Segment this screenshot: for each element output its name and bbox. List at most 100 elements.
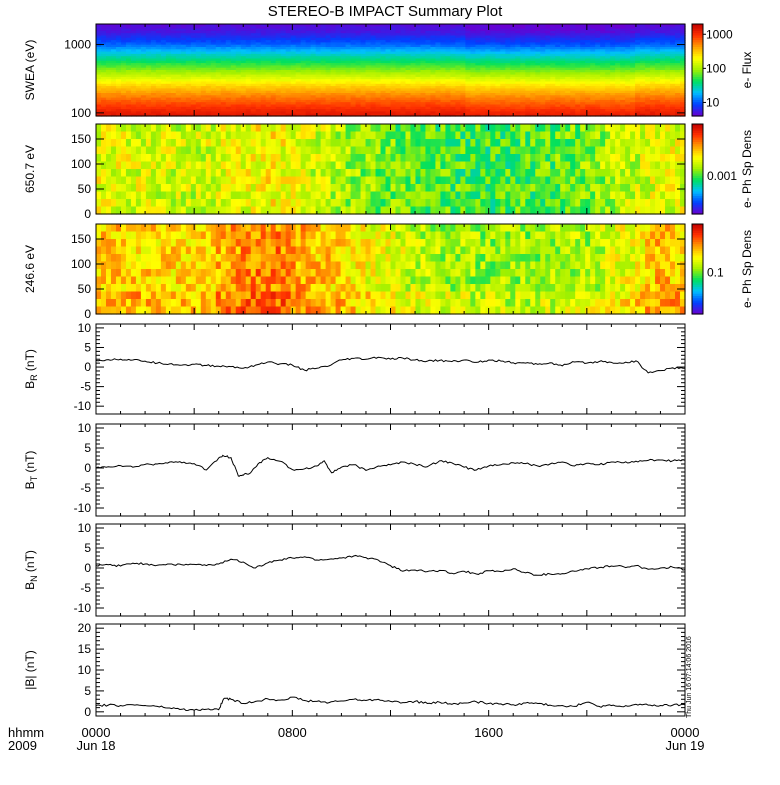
heatmap-1-cell — [665, 124, 671, 132]
colorbar-0-tick-label: 100 — [706, 61, 726, 75]
heatmap-1-cell — [111, 124, 117, 132]
heatmap-1-cell — [675, 124, 681, 132]
heatmap-1-cell — [241, 132, 247, 140]
heatmap-1-cell — [321, 132, 327, 140]
heatmap-1-cell — [146, 124, 152, 132]
heatmap-1-cell — [111, 132, 117, 140]
colorbar-0-label: e- Flux — [740, 52, 754, 89]
heatmap-1-cell — [96, 132, 102, 140]
heatmap-1-cell — [381, 124, 387, 132]
heatmap-1-cell — [171, 124, 177, 132]
heatmap-1-cell — [555, 124, 561, 132]
heatmap-1-cell — [191, 132, 197, 140]
heatmap-1-cell — [266, 132, 272, 140]
heatmap-1-cell — [276, 124, 282, 132]
heatmap-1-cell — [101, 132, 107, 140]
heatmap-1-cell — [221, 124, 227, 132]
heatmap-1-cell — [181, 132, 187, 140]
heatmap-1-cell — [495, 124, 501, 132]
heatmap-1-cell — [500, 124, 506, 132]
plot-title: STEREO-B IMPACT Summary Plot — [268, 3, 503, 20]
heatmap-1-cell — [615, 124, 621, 132]
heatmap-1-cell — [251, 132, 257, 140]
heatmap-1-cell — [645, 124, 651, 132]
heatmap-1-cell — [450, 124, 456, 132]
heatmap-1-cell — [440, 124, 446, 132]
heatmap-1-cell — [121, 132, 127, 140]
heatmap-1-cell — [286, 132, 292, 140]
heatmap-1-cell — [161, 124, 167, 132]
heatmap-1-cell — [156, 124, 162, 132]
heatmap-1-cell — [281, 132, 287, 140]
heatmap-1-cell — [281, 124, 287, 132]
heatmap-1-cell — [201, 132, 207, 140]
heatmap-1-cell — [575, 124, 581, 132]
heatmap-1-cell — [186, 132, 192, 140]
heatmap-1-cell — [670, 124, 676, 132]
heatmap-1-cell — [231, 124, 237, 132]
heatmap-1-cell — [306, 124, 312, 132]
heatmap-1-cell — [126, 124, 132, 132]
heatmap-1-cell — [131, 132, 137, 140]
heatmap-1-cell — [356, 124, 362, 132]
heatmap-1-cell — [570, 124, 576, 132]
heatmap-1-cell — [600, 124, 606, 132]
heatmap-1-cell — [151, 132, 157, 140]
heatmap-1-cell — [251, 124, 257, 132]
heatmap-1-cell — [640, 124, 646, 132]
heatmap-1-cell — [271, 124, 277, 132]
heatmap-1-cell — [261, 124, 267, 132]
heatmap-1-cell — [326, 132, 332, 140]
heatmap-1-cell — [176, 132, 182, 140]
heatmap-1-cell — [585, 124, 591, 132]
heatmap-1-cell — [136, 124, 142, 132]
heatmap-1-cell — [540, 124, 546, 132]
panel-0-y-tick-label: 100 — [71, 106, 91, 120]
heatmap-1-cell — [246, 132, 252, 140]
panel-0-y-tick-label: 1000 — [64, 38, 91, 52]
heatmap-1-cell — [196, 132, 202, 140]
heatmap-1-cell — [425, 124, 431, 132]
heatmap-1-cell — [465, 124, 471, 132]
heatmap-1-cell — [261, 132, 267, 140]
heatmap-1-cell — [156, 132, 162, 140]
heatmap-1-cell — [565, 124, 571, 132]
heatmap-1-cell — [211, 124, 217, 132]
heatmap-1-cell — [485, 124, 491, 132]
heatmap-1-cell — [231, 132, 237, 140]
heatmap-1-cell — [201, 124, 207, 132]
heatmap-1-cell — [166, 124, 172, 132]
heatmap-1-cell — [106, 124, 112, 132]
heatmap-1-cell — [530, 124, 536, 132]
heatmap-1-cell — [655, 124, 661, 132]
heatmap-1-cell — [256, 132, 262, 140]
heatmap-1-cell — [336, 124, 342, 132]
heatmap-1-cell — [515, 124, 521, 132]
heatmap-1-cell — [256, 124, 262, 132]
colorbar-0-tick-label: 1000 — [706, 27, 733, 41]
heatmap-1-cell — [376, 124, 382, 132]
heatmap-1-cell — [346, 124, 352, 132]
heatmap-1-cell — [595, 124, 601, 132]
heatmap-1-cell — [430, 124, 436, 132]
heatmap-1-cell — [286, 124, 292, 132]
heatmap-1-cell — [550, 124, 556, 132]
heatmap-1-cell — [445, 124, 451, 132]
heatmap-1-cell — [211, 132, 217, 140]
heatmap-1-cell — [625, 124, 631, 132]
heatmap-1-cell — [590, 124, 596, 132]
heatmap-1-cell — [630, 124, 636, 132]
heatmap-1-cell — [131, 124, 137, 132]
heatmap-1-cell — [311, 124, 317, 132]
heatmap-1-cell — [331, 132, 337, 140]
heatmap-1-cell — [505, 124, 511, 132]
heatmap-1-cell — [525, 124, 531, 132]
heatmap-1-cell — [435, 124, 441, 132]
heatmap-1-cell — [351, 124, 357, 132]
heatmap-1-cell — [186, 124, 192, 132]
heatmap-1-cell — [206, 124, 212, 132]
